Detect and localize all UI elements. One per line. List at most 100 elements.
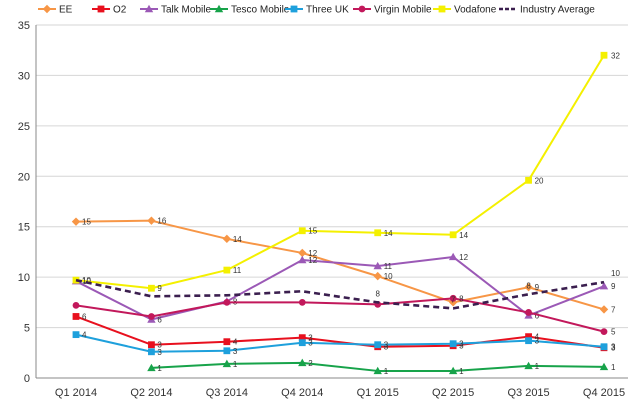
data-point-three-uk xyxy=(449,340,457,348)
y-tick-label: 10 xyxy=(18,272,30,284)
data-point-talk-mobile xyxy=(599,282,609,290)
series-line-o2 xyxy=(75,315,605,349)
data-label-industry-average: 10 xyxy=(611,269,620,278)
data-point-vodafone xyxy=(374,229,382,237)
legend-item-industry-average: Industry Average xyxy=(499,5,595,16)
data-point-tesco-mobile xyxy=(524,361,533,370)
data-point-tesco-mobile xyxy=(298,358,307,367)
data-label-virgin-mobile: 5 xyxy=(611,328,616,337)
data-label-talk-mobile: 12 xyxy=(308,256,317,265)
data-label-talk-mobile: 11 xyxy=(384,262,393,271)
data-label-industry-average: 8 xyxy=(375,289,380,298)
data-label-vodafone: 11 xyxy=(233,266,242,275)
series-tesco-mobile: 1 1 2 1 1 1 1 xyxy=(147,358,616,376)
x-tick-label: Q3 2015 xyxy=(507,387,549,399)
y-tick-label: 0 xyxy=(24,373,30,385)
data-label-tesco-mobile: 1 xyxy=(611,363,616,372)
series-three-uk: 43 33 3 3 33 xyxy=(72,331,616,357)
data-label-vodafone: 9 xyxy=(157,284,162,293)
data-point-ee xyxy=(373,271,382,281)
legend-marker-talk-mobile xyxy=(144,4,154,13)
legend-marker-three-uk xyxy=(290,5,298,13)
data-label-three-uk: 3 xyxy=(157,348,162,357)
data-label-industry-average: 7 xyxy=(451,295,456,304)
data-label-talk-mobile: 12 xyxy=(459,253,468,262)
series-line-virgin-mobile xyxy=(75,297,605,333)
x-tick-label: Q4 2015 xyxy=(583,387,625,399)
data-label-o2: 3 xyxy=(459,342,464,351)
data-label-talk-mobile: 6 xyxy=(157,316,162,325)
data-point-vodafone xyxy=(525,176,532,184)
legend-label: O2 xyxy=(113,5,127,16)
x-axis: Q1 2014 Q2 2014 Q3 2014 Q4 2014 Q1 2015 Q2 20… xyxy=(55,387,625,399)
data-label-vodafone: 10 xyxy=(82,276,91,285)
x-tick-label: Q1 2015 xyxy=(357,387,399,399)
data-label-vodafone: 32 xyxy=(611,51,620,60)
data-label-tesco-mobile: 1 xyxy=(157,364,162,373)
legend-marker-vodafone xyxy=(438,5,446,13)
data-point-vodafone xyxy=(600,51,608,59)
data-point-virgin-mobile xyxy=(600,328,608,336)
data-point-vodafone xyxy=(148,284,155,292)
legend-marker-ee xyxy=(42,4,52,14)
legend-label: Vodafone xyxy=(454,5,497,16)
legend-item-three-uk: Three UK xyxy=(285,5,349,16)
data-label-tesco-mobile: 1 xyxy=(233,360,238,369)
legend-label: Tesco Mobile xyxy=(231,5,290,16)
data-point-ee xyxy=(599,305,609,314)
data-point-virgin-mobile xyxy=(298,298,306,306)
data-label-o2: 3 xyxy=(384,343,389,352)
data-label-o2: 6 xyxy=(82,312,87,321)
data-label-vodafone: 14 xyxy=(459,231,468,240)
data-point-ee xyxy=(222,234,232,244)
x-tick-label: Q2 2015 xyxy=(432,387,474,399)
series-line-three-uk xyxy=(75,333,605,353)
data-label-three-uk: 3 xyxy=(459,340,464,349)
data-point-tesco-mobile xyxy=(147,363,156,372)
data-label-tesco-mobile: 1 xyxy=(535,362,540,371)
data-point-three-uk xyxy=(600,343,608,351)
data-label-ee: 14 xyxy=(233,235,242,244)
legend-item-tesco-mobile: Tesco Mobile xyxy=(210,5,290,16)
data-point-talk-mobile xyxy=(373,261,382,270)
data-label-three-uk: 3 xyxy=(611,343,616,352)
data-label-o2: 4 xyxy=(535,333,540,342)
data-point-ee xyxy=(524,283,533,292)
y-tick-label: 35 xyxy=(18,20,30,32)
series-line-industry-average xyxy=(75,278,605,310)
data-label-talk-mobile: 6 xyxy=(535,311,540,320)
legend-item-ee: EE xyxy=(38,5,73,16)
data-label-vodafone: 15 xyxy=(308,227,317,236)
data-point-virgin-mobile xyxy=(72,301,80,309)
data-label-three-uk: 3 xyxy=(233,347,238,356)
series-talk-mobile: 10 6 8 12 11 12 6 9 xyxy=(71,252,616,325)
series-line-talk-mobile xyxy=(75,255,605,321)
data-point-ee xyxy=(147,216,156,225)
legend-marker-o2 xyxy=(97,5,105,13)
data-point-tesco-mobile xyxy=(599,362,609,371)
x-tick-label: Q3 2014 xyxy=(206,387,248,399)
legend-label: Talk Mobile xyxy=(161,5,211,16)
data-point-three-uk xyxy=(525,337,532,345)
legend-item-o2: O2 xyxy=(92,5,127,16)
y-tick-label: 5 xyxy=(24,323,30,335)
data-label-o2: 4 xyxy=(233,338,238,347)
data-point-ee xyxy=(298,248,307,258)
data-label-vodafone: 14 xyxy=(384,229,393,238)
data-point-ee xyxy=(71,217,81,226)
data-point-virgin-mobile xyxy=(223,298,231,306)
data-point-tesco-mobile xyxy=(373,366,382,375)
legend-marker-tesco-mobile xyxy=(214,4,224,13)
data-point-three-uk xyxy=(223,347,231,355)
legend-item-talk-mobile: Talk Mobile xyxy=(140,5,211,16)
y-axis: 0 5 10 15 20 25 30 35 xyxy=(18,20,37,385)
data-label-ee: 16 xyxy=(157,217,166,226)
data-label-vodafone: 20 xyxy=(535,176,544,185)
series-ee: 15 16 14 12 10 9 7 xyxy=(71,216,616,314)
legend-item-vodafone: Vodafone xyxy=(433,5,497,16)
data-point-three-uk xyxy=(298,339,306,347)
data-point-talk-mobile xyxy=(298,255,307,264)
data-point-three-uk xyxy=(72,331,80,339)
